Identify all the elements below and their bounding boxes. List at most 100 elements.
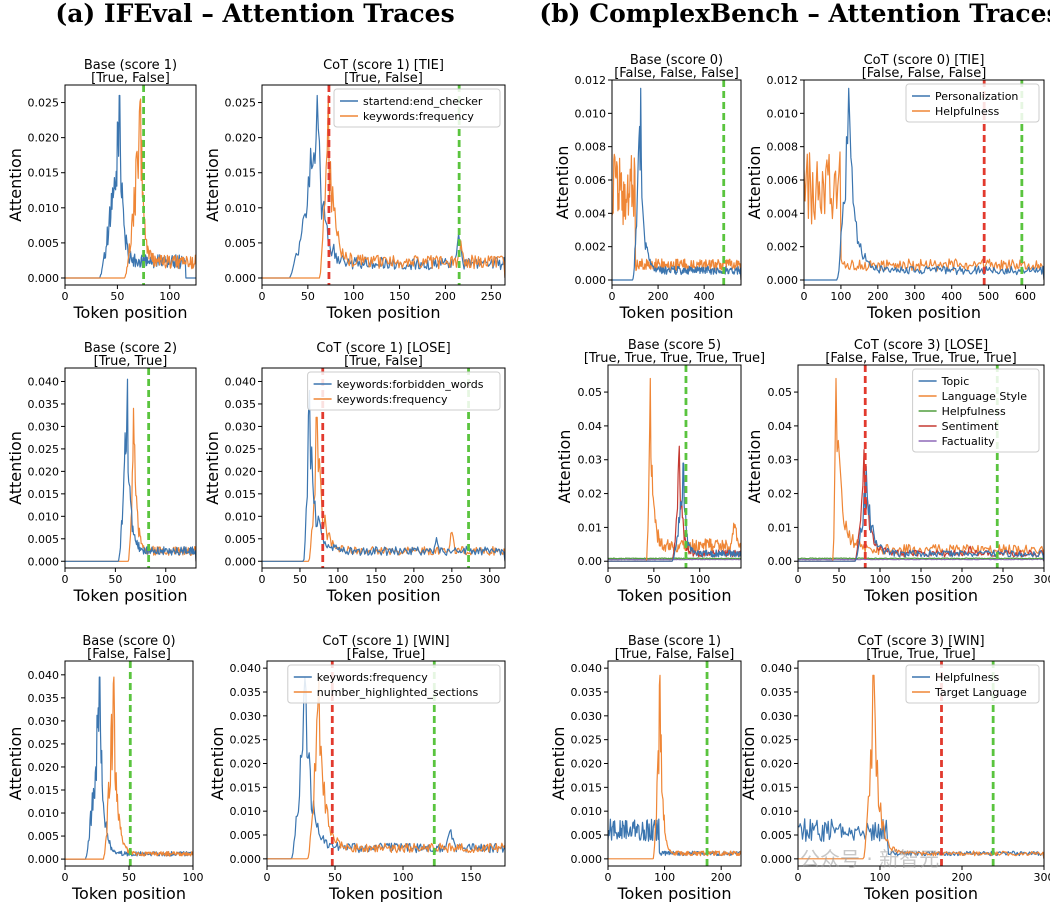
y-tick-label: 0.030 <box>761 710 793 723</box>
y-tick-label: 0.020 <box>230 758 262 771</box>
y-tick-label: 0.035 <box>28 398 60 411</box>
chart-title: CoT (score 1) [LOSE] <box>316 341 450 356</box>
legend: startend:end_checker keywords:frequency <box>333 88 501 128</box>
series-line <box>267 677 505 860</box>
legend-box <box>287 664 501 704</box>
y-tick-label: 0.025 <box>28 443 60 456</box>
y-tick-label: 0.030 <box>571 710 603 723</box>
y-tick-label: 0.015 <box>761 781 793 794</box>
y-tick-label: 0.000 <box>225 272 257 285</box>
x-tick-label: 50 <box>301 290 315 303</box>
y-tick-label: 0.008 <box>767 141 799 154</box>
x-tick-label: 0 <box>795 573 802 586</box>
y-tick-label: 0.040 <box>28 669 60 682</box>
x-tick-label: 0 <box>259 573 266 586</box>
x-axis-label: Token position <box>617 884 732 902</box>
series-line <box>798 465 1044 562</box>
chart-title: Base (score 0) <box>82 634 175 649</box>
y-tick-label: 0.000 <box>575 274 607 287</box>
y-tick-label: 0.010 <box>571 805 603 818</box>
legend: keywords:frequency number_highlighted_sec… <box>287 664 501 704</box>
section-title-complexbench: (b) ComplexBench – Attention Traces <box>539 0 1050 28</box>
series-line <box>267 677 505 860</box>
chart-subtitle: [True, False, False] <box>615 647 735 662</box>
x-tick-label: 200 <box>403 573 424 586</box>
y-axis-label: Attention <box>6 148 25 222</box>
x-tick-label: 300 <box>1034 871 1050 884</box>
y-tick-label: 0.010 <box>761 805 793 818</box>
y-tick-label: 0.025 <box>28 738 60 751</box>
x-tick-label: 300 <box>1034 573 1050 586</box>
y-tick-label: 0.01 <box>768 521 793 534</box>
x-tick-label: 500 <box>978 290 999 303</box>
y-tick-label: 0.035 <box>571 686 603 699</box>
y-tick-label: 0.006 <box>767 174 799 187</box>
series-group <box>612 80 741 285</box>
x-tick-label: 200 <box>648 290 669 303</box>
x-axis-label: Token position <box>73 586 188 605</box>
y-tick-label: 0.005 <box>230 829 262 842</box>
chart-subtitle: [True, False] <box>344 354 423 369</box>
x-tick-label: 150 <box>389 290 410 303</box>
y-tick-label: 0.040 <box>225 375 257 388</box>
series-line <box>608 818 741 857</box>
x-tick-label: 300 <box>904 290 925 303</box>
y-axis-label: Attention <box>739 727 758 801</box>
y-tick-label: 0.035 <box>761 686 793 699</box>
y-tick-label: 0.010 <box>767 107 799 120</box>
y-tick-label: 0.000 <box>767 274 799 287</box>
legend-label: Sentiment <box>942 420 1000 433</box>
x-tick-label: 0 <box>264 871 271 884</box>
y-tick-label: 0.010 <box>28 202 60 215</box>
plot-frame <box>261 367 506 569</box>
x-tick-label: 400 <box>694 290 715 303</box>
y-tick-label: 0.03 <box>578 454 603 467</box>
y-tick-label: 0.035 <box>230 686 262 699</box>
x-axis-label: Token position <box>326 586 441 605</box>
legend-label: keywords:forbidden_words <box>337 378 484 391</box>
x-tick-label: 100 <box>393 871 414 884</box>
y-tick-label: 0.015 <box>28 167 60 180</box>
y-axis-label: Attention <box>745 146 764 220</box>
plot-frame <box>797 364 1045 569</box>
plot-frame <box>607 660 742 867</box>
y-tick-label: 0.000 <box>230 853 262 866</box>
chart-subtitle: [False, False, False] <box>614 66 739 81</box>
y-tick-label: 0.02 <box>578 488 603 501</box>
series-group <box>608 661 741 866</box>
x-axis-label: Token position <box>617 586 732 605</box>
x-tick-label: 200 <box>952 871 973 884</box>
y-tick-label: 0.020 <box>761 758 793 771</box>
y-tick-label: 0.010 <box>225 202 257 215</box>
series-line <box>612 87 741 281</box>
legend-label: keywords:frequency <box>363 110 474 123</box>
y-tick-label: 0.020 <box>28 761 60 774</box>
y-axis-label: Attention <box>203 431 222 505</box>
section-title-ifeval: (a) IFEval – Attention Traces <box>55 0 454 28</box>
y-tick-label: 0.015 <box>28 488 60 501</box>
x-tick-label: 0 <box>795 871 802 884</box>
x-tick-label: 100 <box>155 573 176 586</box>
series-line <box>608 377 741 562</box>
y-tick-label: 0.010 <box>575 107 607 120</box>
y-axis-label: Attention <box>6 431 25 505</box>
chart-subtitle: [True, False] <box>91 71 170 86</box>
x-tick-label: 100 <box>159 290 180 303</box>
y-tick-label: 0.000 <box>28 272 60 285</box>
y-tick-label: 0.05 <box>768 386 793 399</box>
series-line <box>804 87 1044 281</box>
x-tick-label: 100 <box>183 871 204 884</box>
series-group <box>608 365 741 568</box>
y-tick-label: 0.005 <box>571 829 603 842</box>
y-tick-label: 0.025 <box>571 734 603 747</box>
series-line <box>65 407 196 562</box>
series-line <box>608 557 741 560</box>
legend-box <box>912 368 1040 453</box>
x-tick-label: 0 <box>62 871 69 884</box>
y-tick-label: 0.012 <box>767 74 799 87</box>
x-axis-label: Token position <box>866 303 981 322</box>
legend: Personalization Helpfulness <box>905 83 1040 123</box>
series-line <box>798 377 1044 562</box>
y-tick-label: 0.002 <box>767 241 799 254</box>
x-tick-label: 100 <box>327 573 348 586</box>
